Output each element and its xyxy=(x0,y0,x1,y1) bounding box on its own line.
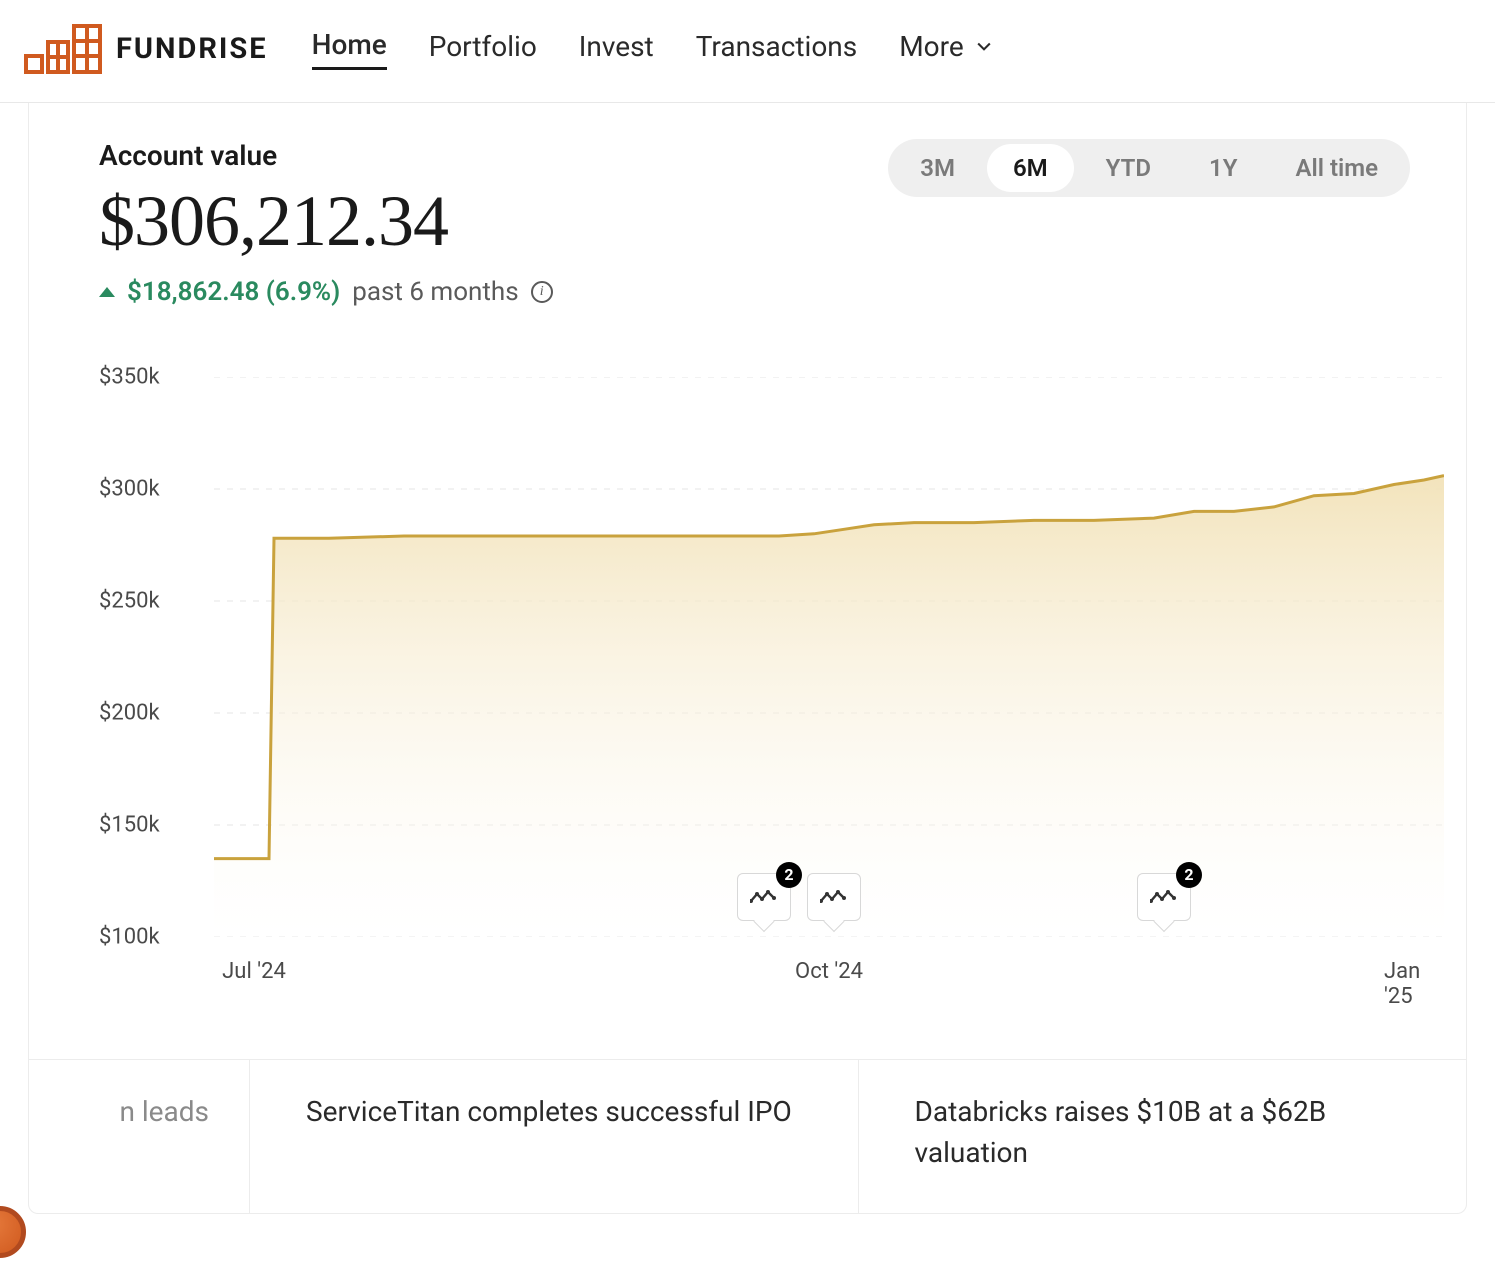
brand-name: FUNDRISE xyxy=(116,32,268,66)
news-fragment: n leads xyxy=(29,1060,249,1213)
delta-value: $18,862.48 xyxy=(127,277,259,307)
range-option-1y[interactable]: 1Y xyxy=(1183,144,1263,192)
top-nav: FUNDRISE Home Portfolio Invest Transactions… xyxy=(0,0,1495,103)
y-tick: $150k xyxy=(99,813,160,838)
brand-logo-icon xyxy=(24,24,102,74)
y-tick: $300k xyxy=(99,477,160,502)
delta-amount: $18,862.48 (6.9%) xyxy=(127,277,340,307)
y-tick: $250k xyxy=(99,589,160,614)
chart-event-marker[interactable]: 2 xyxy=(737,873,791,921)
sparkline-icon xyxy=(1150,889,1178,905)
news-strip: n leadsServiceTitan completes successful… xyxy=(29,1059,1466,1213)
nav-item-more[interactable]: More xyxy=(899,30,994,69)
y-tick: $350k xyxy=(99,365,160,390)
chart-event-marker[interactable] xyxy=(807,873,861,921)
chevron-down-icon xyxy=(974,36,994,56)
y-tick: $200k xyxy=(99,701,160,726)
event-count-badge: 2 xyxy=(1176,862,1202,888)
brand[interactable]: FUNDRISE xyxy=(24,24,268,74)
account-delta: $18,862.48 (6.9%) past 6 months i xyxy=(99,277,553,307)
account-value-amount: $306,212.34 xyxy=(99,180,553,263)
nav-item-home[interactable]: Home xyxy=(312,28,387,70)
range-option-3m[interactable]: 3M xyxy=(894,144,981,192)
info-icon[interactable]: i xyxy=(531,281,553,303)
sparkline-icon xyxy=(750,889,778,905)
nav-more-label: More xyxy=(899,30,964,63)
nav-item-transactions[interactable]: Transactions xyxy=(696,30,858,69)
account-value-label: Account value xyxy=(99,139,553,172)
sparkline-icon xyxy=(820,889,848,905)
delta-percent: (6.9%) xyxy=(266,277,340,307)
chart-x-axis: Jul '24Oct '24Jan '25 xyxy=(214,959,1444,989)
chart-event-marker[interactable]: 2 xyxy=(1137,873,1191,921)
nav-links: Home Portfolio Invest Transactions More xyxy=(312,28,994,70)
event-count-badge: 2 xyxy=(776,862,802,888)
x-tick: Jan '25 xyxy=(1384,959,1424,1009)
account-card: Account value $306,212.34 $18,862.48 (6.… xyxy=(28,103,1467,1214)
nav-item-portfolio[interactable]: Portfolio xyxy=(429,30,537,69)
account-value-chart: $350k$300k$250k$200k$150k$100k Jul '24Oc… xyxy=(29,377,1466,989)
range-option-ytd[interactable]: YTD xyxy=(1080,144,1177,192)
news-headline[interactable]: Databricks raises $10B at a $62B valuati… xyxy=(858,1060,1467,1213)
range-option-6m[interactable]: 6M xyxy=(987,144,1074,192)
range-option-all-time[interactable]: All time xyxy=(1269,144,1404,192)
time-range-selector: 3M6MYTD1YAll time xyxy=(888,139,1410,197)
delta-caret-icon xyxy=(99,287,115,297)
y-tick: $100k xyxy=(99,925,160,950)
help-bubble-icon[interactable] xyxy=(0,1206,26,1258)
account-summary: Account value $306,212.34 $18,862.48 (6.… xyxy=(99,139,553,307)
nav-item-invest[interactable]: Invest xyxy=(579,30,654,69)
chart-y-axis: $350k$300k$250k$200k$150k$100k xyxy=(99,377,209,937)
news-headline[interactable]: ServiceTitan completes successful IPO xyxy=(249,1060,858,1213)
chart-plot[interactable] xyxy=(214,377,1444,937)
delta-period: past 6 months xyxy=(352,277,518,307)
x-tick: Jul '24 xyxy=(222,959,286,984)
x-tick: Oct '24 xyxy=(795,959,863,984)
